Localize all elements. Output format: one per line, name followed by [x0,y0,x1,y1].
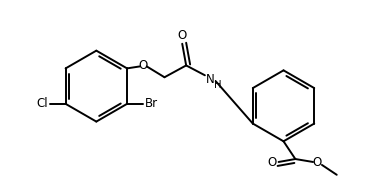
Text: O: O [267,156,276,169]
Text: O: O [138,59,147,72]
Text: N: N [205,73,214,86]
Text: Cl: Cl [36,97,48,110]
Text: O: O [178,29,187,42]
Text: Br: Br [145,97,158,110]
Text: H: H [214,80,221,90]
Text: O: O [312,156,322,169]
